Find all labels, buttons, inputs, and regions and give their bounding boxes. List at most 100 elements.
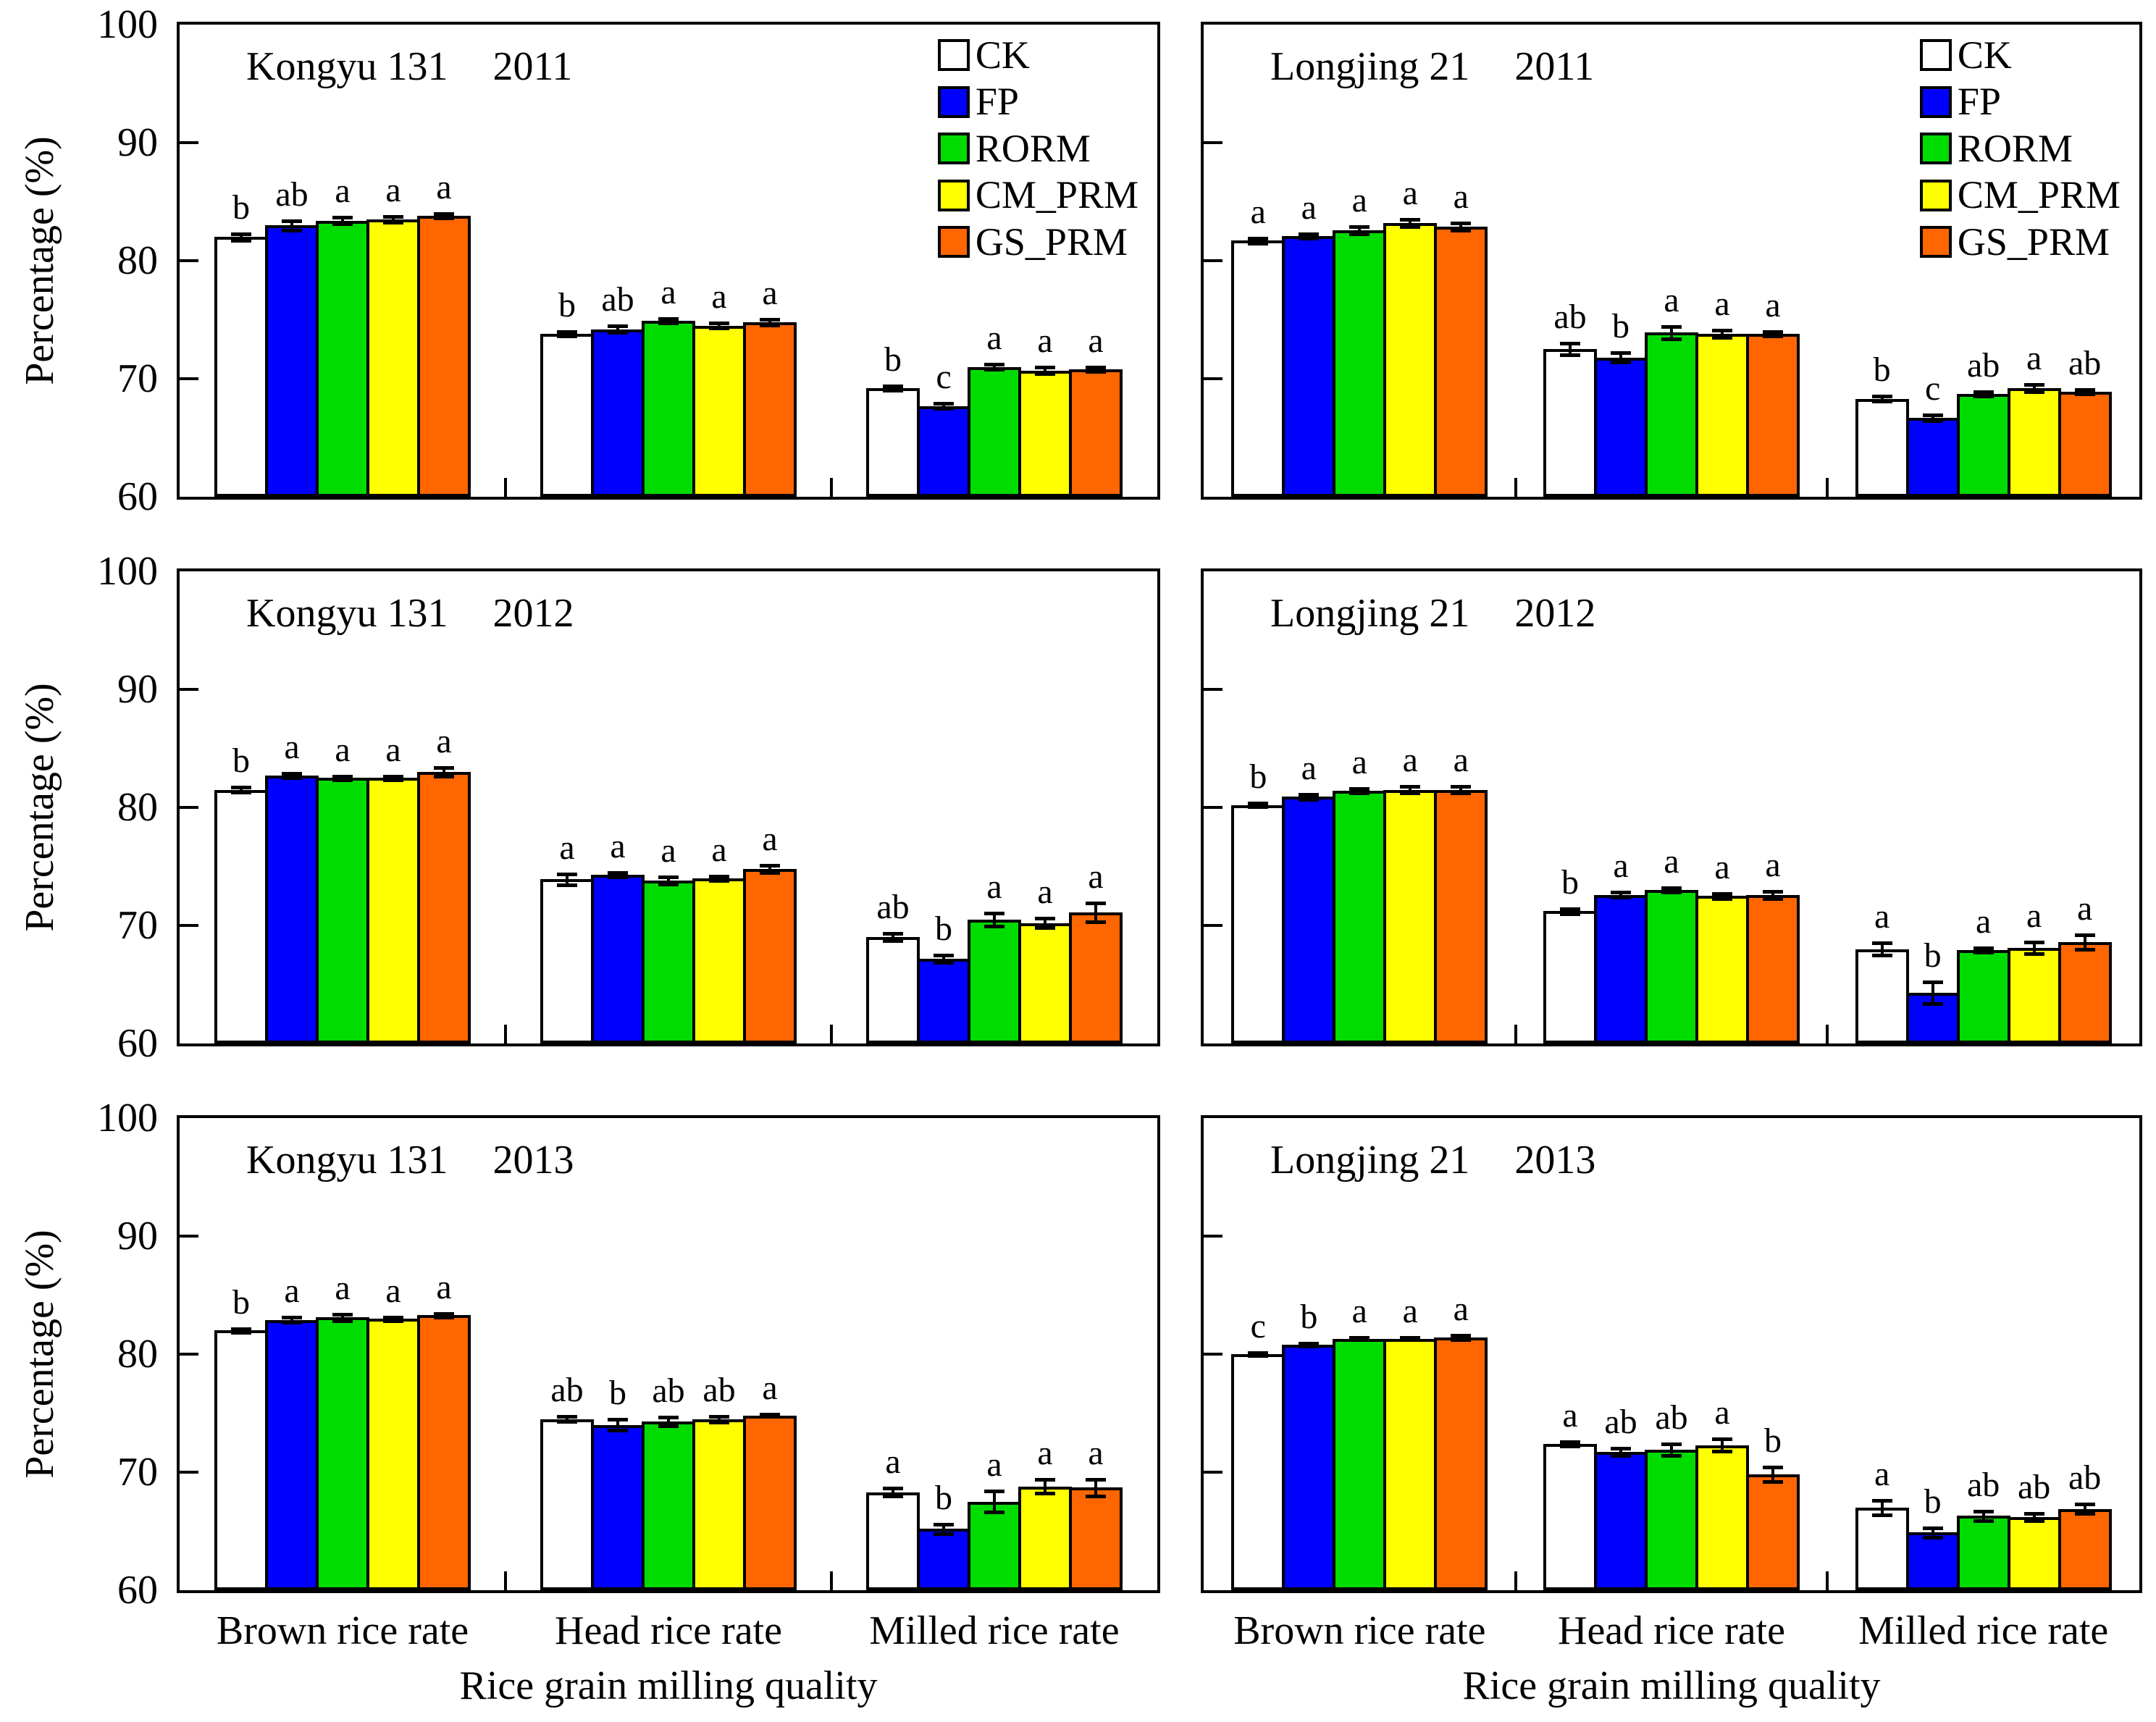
error-bar-cap bbox=[934, 406, 954, 411]
error-bar-cap bbox=[934, 1522, 954, 1526]
significance-letter: a bbox=[436, 1267, 452, 1306]
error-bar-cap bbox=[883, 384, 903, 388]
y-axis-tick bbox=[1204, 924, 1222, 927]
error-bar bbox=[1721, 1439, 1724, 1451]
error-bar-cap bbox=[1611, 1454, 1631, 1458]
bar-GS_PRM bbox=[417, 216, 471, 497]
significance-letter: a bbox=[1088, 321, 1104, 360]
error-bar-cap bbox=[709, 1414, 729, 1419]
bar-GS_PRM bbox=[743, 868, 797, 1043]
significance-letter: a bbox=[559, 828, 575, 868]
error-bar-cap bbox=[383, 778, 403, 782]
error-bar-cap bbox=[760, 323, 780, 327]
panel-longjing-21-2012: Longjing 21 2012 b a a a a b a a a a a b a a a bbox=[1201, 568, 2142, 1046]
error-bar-cap bbox=[231, 1330, 251, 1335]
bar-CK bbox=[214, 789, 268, 1043]
bar-RORM bbox=[316, 778, 369, 1043]
bar-CM_PRM bbox=[1383, 222, 1438, 497]
legend-swatch-RORM bbox=[937, 133, 970, 165]
category-label: Brown rice rate bbox=[216, 1608, 469, 1653]
bar-CK bbox=[1231, 240, 1285, 497]
legend-swatch-FP bbox=[937, 85, 970, 118]
bar-FP bbox=[265, 776, 319, 1043]
error-bar-cap bbox=[2074, 387, 2095, 392]
significance-letter: a bbox=[610, 826, 626, 865]
significance-letter: b bbox=[1561, 863, 1579, 902]
significance-letter: a bbox=[436, 722, 452, 761]
error-bar bbox=[1670, 887, 1673, 893]
y-axis-tick bbox=[1204, 1353, 1222, 1356]
y-axis-tick bbox=[180, 1235, 198, 1238]
error-bar bbox=[240, 233, 243, 241]
y-tick-label-70: 70 bbox=[117, 1450, 158, 1495]
error-bar bbox=[993, 912, 996, 926]
bar-FP bbox=[591, 1424, 645, 1590]
error-bar-cap bbox=[557, 883, 577, 887]
error-bar-cap bbox=[1763, 1480, 1783, 1484]
error-bar bbox=[2032, 1513, 2036, 1521]
error-bar-cap bbox=[760, 870, 780, 875]
error-bar-cap bbox=[1973, 390, 1994, 394]
error-bar-cap bbox=[282, 776, 302, 781]
significance-letter: a bbox=[335, 171, 351, 210]
x-axis-tick bbox=[830, 478, 833, 497]
error-bar-cap bbox=[1661, 337, 1682, 341]
error-bar bbox=[1619, 1448, 1622, 1456]
significance-letter: ab bbox=[1655, 1398, 1688, 1437]
significance-letter: a bbox=[284, 727, 300, 766]
bar-RORM bbox=[316, 220, 369, 497]
error-bar-cap bbox=[1248, 241, 1269, 245]
error-bar bbox=[1771, 891, 1774, 899]
bar-CK bbox=[866, 1492, 920, 1590]
bar-GS_PRM bbox=[1746, 894, 1800, 1043]
bar-GS_PRM bbox=[1746, 1474, 1800, 1590]
error-bar-cap bbox=[2023, 390, 2044, 394]
bar-GS_PRM bbox=[417, 772, 471, 1043]
error-bar-cap bbox=[282, 771, 302, 776]
error-bar-cap bbox=[1400, 217, 1421, 222]
error-bar-cap bbox=[709, 1420, 729, 1424]
error-bar-cap bbox=[332, 222, 353, 227]
error-bar bbox=[718, 1416, 721, 1422]
error-bar-cap bbox=[1922, 980, 1943, 985]
significance-letter: a bbox=[660, 831, 676, 870]
error-bar-cap bbox=[231, 790, 251, 794]
error-bar bbox=[1307, 794, 1311, 799]
bar-RORM bbox=[1645, 332, 1698, 497]
error-bar-cap bbox=[1661, 325, 1682, 329]
error-bar bbox=[892, 385, 894, 391]
error-bar-cap bbox=[1086, 902, 1106, 906]
category-label: Brown rice rate bbox=[1233, 1608, 1486, 1653]
significance-letter: b bbox=[1249, 757, 1267, 797]
error-bar bbox=[942, 1524, 945, 1534]
error-bar-cap bbox=[984, 911, 1004, 915]
bar-GS_PRM bbox=[2058, 1508, 2112, 1590]
error-bar-cap bbox=[557, 1419, 577, 1424]
significance-letter: a bbox=[1351, 180, 1367, 219]
x-axis-tick bbox=[1826, 1571, 1829, 1590]
error-bar-cap bbox=[1712, 1449, 1732, 1453]
y-axis-tick bbox=[180, 377, 198, 380]
error-bar-cap bbox=[1763, 889, 1783, 894]
significance-letter: ab bbox=[2068, 1458, 2102, 1497]
bar-CM_PRM bbox=[692, 1419, 746, 1590]
error-bar-cap bbox=[1611, 891, 1631, 895]
error-bar-cap bbox=[1299, 1345, 1320, 1349]
significance-letter: a bbox=[986, 1445, 1002, 1484]
error-bar-cap bbox=[1451, 1333, 1472, 1337]
error-bar bbox=[768, 865, 771, 873]
error-bar bbox=[942, 954, 945, 962]
error-bar-cap bbox=[383, 1319, 403, 1323]
y-axis-title: Percentage (%) bbox=[17, 1230, 62, 1479]
bar-RORM bbox=[968, 919, 1021, 1043]
error-bar-cap bbox=[332, 215, 353, 219]
error-bar-cap bbox=[1349, 232, 1370, 236]
error-bar-cap bbox=[383, 1315, 403, 1319]
significance-letter: a bbox=[711, 277, 727, 316]
error-bar-cap bbox=[1086, 1477, 1106, 1482]
significance-letter: a bbox=[1714, 1393, 1730, 1432]
significance-letter: ab bbox=[1553, 298, 1587, 337]
y-tick-label-100: 100 bbox=[97, 2, 158, 47]
error-bar-cap bbox=[1973, 1519, 1994, 1523]
bar-RORM bbox=[1333, 1338, 1387, 1590]
